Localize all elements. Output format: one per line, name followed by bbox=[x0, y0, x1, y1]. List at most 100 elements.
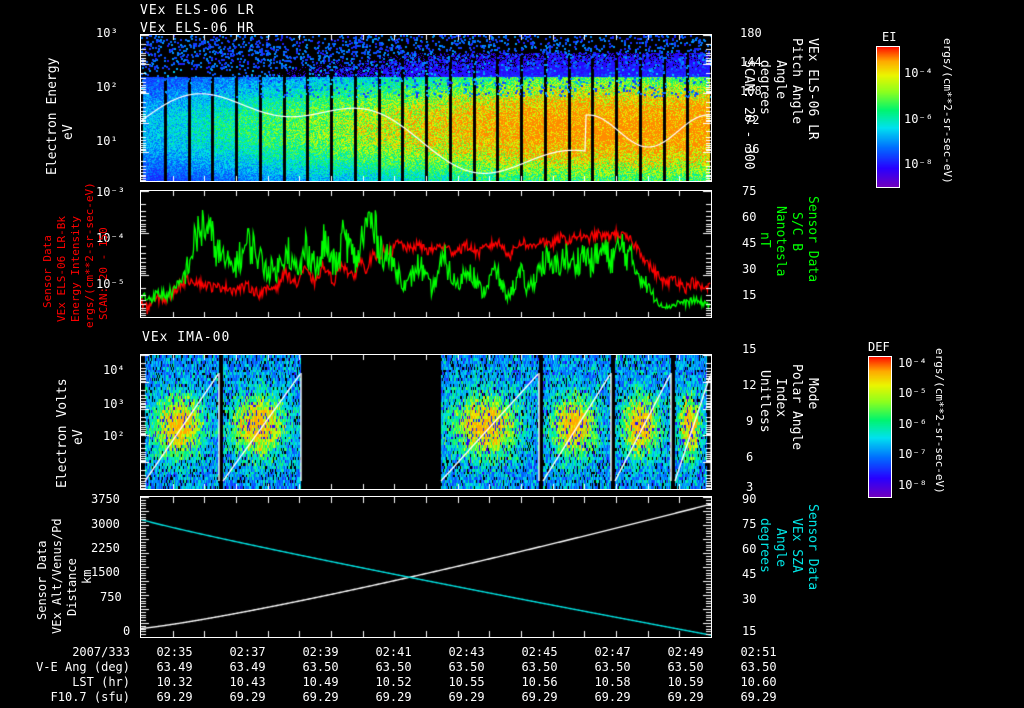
panel3-rtick-0: 15 bbox=[742, 342, 757, 356]
panel2-ytick-1: 10⁻⁴ bbox=[96, 231, 125, 245]
f107-0: 69.29 bbox=[156, 690, 193, 704]
panel1-right-label-3: degrees bbox=[757, 60, 772, 115]
colorbar-ei-tick-0: 10⁻⁴ bbox=[904, 66, 933, 80]
row-label-date: 2007/333 bbox=[72, 645, 130, 659]
lst-6: 10.58 bbox=[594, 675, 631, 689]
row-label-f107: F10.7 (sfu) bbox=[50, 690, 130, 704]
colorbar-def-gradient bbox=[868, 356, 892, 498]
panel1-rtick-3: 72 bbox=[745, 113, 760, 127]
lst-3: 10.52 bbox=[375, 675, 412, 689]
time-0: 02:35 bbox=[156, 645, 193, 659]
colorbar-def-unit: ergs/(cm**2-sr-sec-eV) bbox=[933, 348, 946, 494]
panel1-canvas bbox=[141, 35, 711, 181]
lst-7: 10.59 bbox=[667, 675, 704, 689]
time-4: 02:43 bbox=[448, 645, 485, 659]
bottom-parameter-table: 2007/333 02:35 02:37 02:39 02:41 02:43 0… bbox=[8, 645, 795, 705]
f107-5: 69.29 bbox=[521, 690, 558, 704]
ve-ang-6: 63.50 bbox=[594, 660, 631, 674]
panel4-right-label-2: Angle bbox=[773, 528, 788, 568]
panel3-y-axis-unit: eV bbox=[71, 429, 86, 445]
panel1-y-axis-unit: eV bbox=[61, 124, 76, 140]
f107-4: 69.29 bbox=[448, 690, 485, 704]
ve-ang-7: 63.50 bbox=[667, 660, 704, 674]
time-1: 02:37 bbox=[229, 645, 266, 659]
panel1-rtick-1: 144 bbox=[740, 55, 762, 69]
panel1-right-label-4: SCAN: 20 - 300 bbox=[741, 60, 756, 170]
panel2-canvas bbox=[141, 191, 711, 317]
panel2-left-label-0: Sensor Data bbox=[41, 235, 54, 308]
panel3-rtick-3: 6 bbox=[746, 450, 754, 464]
panel1-y-axis-label: Electron Energy bbox=[45, 57, 60, 175]
panel4-rtick-5: 15 bbox=[742, 624, 757, 638]
panel2-rtick-1: 60 bbox=[742, 210, 757, 224]
time-2: 02:39 bbox=[302, 645, 339, 659]
colorbar-def-tick-0: 10⁻⁴ bbox=[898, 356, 927, 370]
panel2-plot-area[interactable] bbox=[140, 190, 712, 318]
panel3-rtick-4: 3 bbox=[746, 480, 754, 494]
ve-ang-3: 63.50 bbox=[375, 660, 412, 674]
ve-ang-1: 63.49 bbox=[229, 660, 266, 674]
lst-4: 10.55 bbox=[448, 675, 485, 689]
panel3-plot-area[interactable] bbox=[140, 354, 712, 490]
panel3-right-label-0: Mode bbox=[805, 378, 820, 410]
panel4-rtick-0: 90 bbox=[742, 492, 757, 506]
f107-7: 69.29 bbox=[667, 690, 704, 704]
colorbar-def-tick-1: 10⁻⁵ bbox=[898, 386, 927, 400]
row-label-ve-ang: V-E Ang (deg) bbox=[36, 660, 130, 674]
panel4-right-label-3: degrees bbox=[757, 518, 772, 573]
ve-ang-8: 63.50 bbox=[740, 660, 777, 674]
panel2-right-label-3: nT bbox=[757, 232, 772, 248]
panel2-rtick-3: 30 bbox=[742, 262, 757, 276]
panel4-left-label-1: VEx Alt/Venus/Pd bbox=[50, 518, 64, 634]
panel4-ytick-0: 3750 bbox=[91, 492, 120, 506]
colorbar-def-tick-2: 10⁻⁶ bbox=[898, 417, 927, 431]
f107-3: 69.29 bbox=[375, 690, 412, 704]
colorbar-ei-tick-2: 10⁻⁸ bbox=[904, 157, 933, 171]
panel3-title: VEx IMA-00 bbox=[142, 330, 231, 345]
panel2-left-label-3: ergs/(cm**2-sr-sec-eV) bbox=[83, 182, 96, 328]
row-label-lst: LST (hr) bbox=[72, 675, 130, 689]
panel2-rtick-4: 15 bbox=[742, 288, 757, 302]
lst-8: 10.60 bbox=[740, 675, 777, 689]
f107-6: 69.29 bbox=[594, 690, 631, 704]
panel2-rtick-2: 45 bbox=[742, 236, 757, 250]
panel3-rtick-1: 12 bbox=[742, 378, 757, 392]
colorbar-def-tick-4: 10⁻⁸ bbox=[898, 478, 927, 492]
panel1-ytick-2: 10¹ bbox=[96, 134, 118, 148]
panel2-right-label-1: S/C B bbox=[789, 212, 804, 252]
table-row-f107: F10.7 (sfu) 69.29 69.29 69.29 69.29 69.2… bbox=[8, 690, 795, 705]
ve-ang-4: 63.50 bbox=[448, 660, 485, 674]
panel3-canvas bbox=[141, 355, 711, 489]
time-3: 02:41 bbox=[375, 645, 412, 659]
panel1-ytick-0: 10³ bbox=[96, 26, 118, 40]
panel4-rtick-4: 30 bbox=[742, 592, 757, 606]
panel4-right-label-0: Sensor Data bbox=[805, 504, 820, 591]
colorbar-ei-tick-1: 10⁻⁶ bbox=[904, 112, 933, 126]
time-8: 02:51 bbox=[740, 645, 777, 659]
panel2-left-label-2: Energy Intensity bbox=[69, 216, 82, 322]
panel2-right-label-2: Nanotesla bbox=[773, 206, 788, 277]
panel3-ytick-2: 10² bbox=[103, 429, 125, 443]
panel4-canvas bbox=[141, 497, 711, 637]
panel2-right-label-0: Sensor Data bbox=[805, 196, 820, 283]
panel4-rtick-1: 75 bbox=[742, 517, 757, 531]
panel3-right-label-3: Unitless bbox=[757, 370, 772, 433]
panel4-plot-area[interactable] bbox=[140, 496, 712, 638]
f107-1: 69.29 bbox=[229, 690, 266, 704]
colorbar-ei-gradient bbox=[876, 46, 900, 188]
time-7: 02:49 bbox=[667, 645, 704, 659]
colorbar-def-tick-3: 10⁻⁷ bbox=[898, 447, 927, 461]
f107-8: 69.29 bbox=[740, 690, 777, 704]
panel4-ytick-3: 1500 bbox=[91, 565, 120, 579]
ve-ang-2: 63.50 bbox=[302, 660, 339, 674]
lst-1: 10.43 bbox=[229, 675, 266, 689]
panel1-right-label-2: Angle bbox=[773, 60, 788, 100]
panel4-right-label-1: VEx SZA bbox=[789, 518, 804, 573]
panel3-ytick-1: 10³ bbox=[103, 397, 125, 411]
panel1-ytick-1: 10² bbox=[96, 80, 118, 94]
panel4-rtick-3: 45 bbox=[742, 567, 757, 581]
ve-ang-0: 63.49 bbox=[156, 660, 193, 674]
panel1-plot-area[interactable] bbox=[140, 34, 712, 182]
panel4-left-label-0: Sensor Data bbox=[35, 540, 49, 620]
panel1-title-hr: VEx ELS-06 HR bbox=[140, 21, 255, 36]
